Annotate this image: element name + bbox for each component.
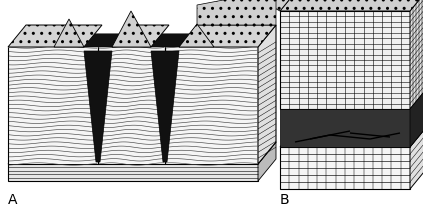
Polygon shape: [197, 0, 276, 26]
Polygon shape: [280, 125, 423, 147]
Polygon shape: [98, 48, 165, 164]
Polygon shape: [258, 26, 276, 164]
Polygon shape: [410, 88, 423, 147]
Polygon shape: [8, 26, 102, 48]
Polygon shape: [112, 12, 151, 48]
Polygon shape: [151, 35, 190, 48]
Polygon shape: [8, 164, 258, 181]
Polygon shape: [280, 109, 410, 147]
Polygon shape: [151, 52, 179, 162]
Polygon shape: [262, 0, 298, 12]
Polygon shape: [84, 52, 112, 162]
Polygon shape: [54, 20, 84, 48]
Text: B: B: [280, 192, 290, 206]
Polygon shape: [84, 35, 123, 48]
Polygon shape: [258, 142, 276, 181]
Polygon shape: [410, 0, 423, 109]
Polygon shape: [179, 26, 276, 48]
Polygon shape: [410, 125, 423, 189]
Polygon shape: [280, 12, 410, 109]
Polygon shape: [179, 25, 214, 48]
Polygon shape: [280, 147, 410, 189]
Polygon shape: [165, 48, 258, 164]
Polygon shape: [8, 48, 98, 164]
Polygon shape: [112, 26, 169, 48]
Polygon shape: [280, 0, 423, 12]
Polygon shape: [8, 142, 276, 164]
Text: A: A: [8, 192, 17, 206]
